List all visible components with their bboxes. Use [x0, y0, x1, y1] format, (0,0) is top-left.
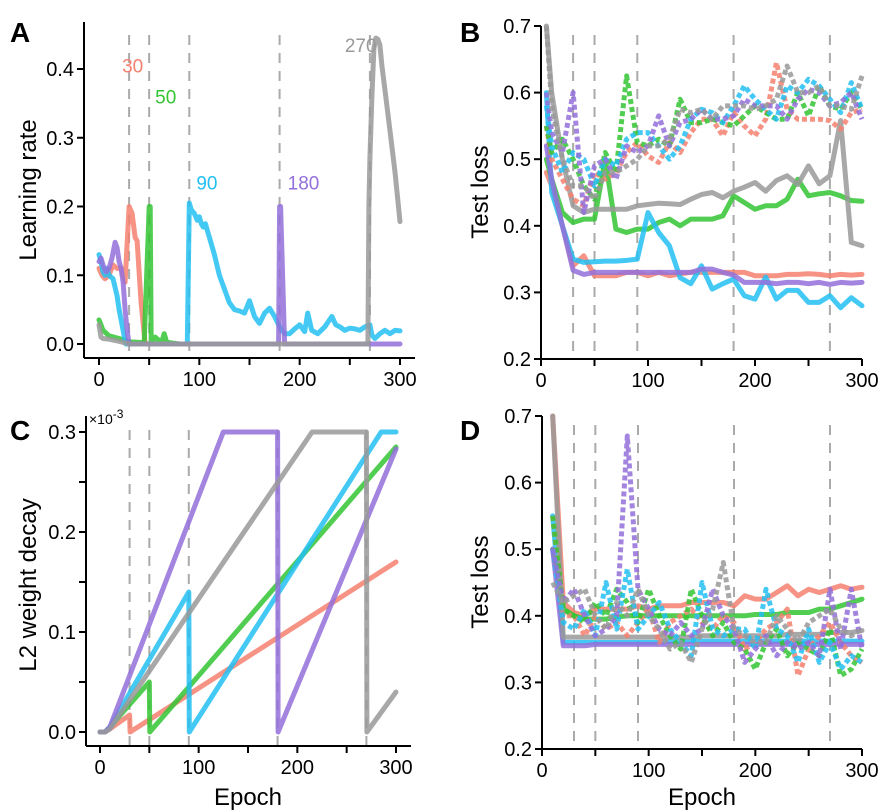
y-tick-label: 0.1	[48, 622, 76, 644]
x-tick-label: 200	[739, 760, 772, 782]
y-axis-title: Test loss	[467, 535, 494, 628]
y-tick-label: 0.7	[503, 16, 531, 38]
x-tick-label: 300	[379, 757, 412, 779]
annotation-270: 270	[345, 36, 377, 57]
series-group	[543, 23, 865, 311]
series-line-30	[97, 559, 399, 735]
series-line-270-solid	[543, 23, 865, 249]
x-tick-label: 0	[94, 757, 105, 779]
y-tick-label: 0.2	[46, 197, 74, 219]
panel-letter: D	[460, 415, 480, 446]
y-tick-label: 0.3	[46, 128, 74, 150]
series-line-180-solid	[543, 143, 865, 287]
y-tick-label: 0.3	[503, 282, 531, 304]
y-tick-label: 0.0	[46, 334, 74, 356]
y-tick-label: 0.6	[503, 83, 531, 105]
series-line-50-dotted	[550, 515, 865, 679]
y-axis-title: Test loss	[467, 145, 494, 238]
series-line-270-dotted	[550, 560, 864, 665]
series-line-50-dotted	[543, 73, 865, 202]
panel-a: A 0 100 200 300 0.0 0.1 0.2 0.3 0.4 Learning rate 3…	[10, 17, 417, 391]
x-tick-label: 0	[93, 369, 104, 391]
multiplier-exponent: -3	[113, 407, 124, 421]
series-line-90-dotted	[543, 76, 865, 189]
annotation-180: 180	[288, 173, 320, 194]
y-axis-multiplier: ×10-3	[89, 407, 124, 427]
x-tick-label: 300	[845, 370, 878, 392]
y-tick-label: 0.2	[504, 739, 532, 761]
panel-d: D 0 100 200 300 0.2 0.3 0.4 0.5 0.6 0.7 Test loss Ep…	[460, 406, 879, 811]
series-line-90-solid	[543, 90, 865, 311]
series-line-180-dotted	[543, 86, 865, 215]
series-line-50-solid	[543, 156, 865, 235]
series-line-270-solid	[550, 413, 865, 640]
series-line-270	[97, 429, 399, 735]
y-tick-label: 0.3	[48, 422, 76, 444]
y-axis-title: L2 weight decay	[15, 498, 42, 671]
x-tick-label: 100	[183, 369, 216, 391]
x-tick-label: 100	[632, 760, 665, 782]
y-tick-label: 0.5	[504, 539, 532, 561]
y-tick-label: 0.6	[504, 473, 532, 495]
y-tick-label: 0.5	[503, 149, 531, 171]
panel-letter: B	[460, 17, 480, 48]
series-line-30-solid	[543, 170, 865, 279]
y-tick-label: 0.4	[504, 606, 532, 628]
annotation-50: 50	[155, 87, 176, 108]
annotation-90: 90	[196, 173, 217, 194]
series-group	[550, 413, 865, 679]
series-line-270	[96, 35, 403, 347]
x-tick-label: 0	[535, 370, 546, 392]
panel-b: B 0 100 200 300 0.2 0.3 0.4 0.5 0.6 0.7 Test loss	[460, 16, 879, 392]
annotation-30: 30	[122, 56, 143, 77]
y-axis-title: Learning rate	[15, 119, 42, 260]
x-tick-label: 300	[383, 369, 416, 391]
x-tick-label: 200	[283, 369, 316, 391]
y-tick-label: 0.0	[48, 722, 76, 744]
x-tick-label: 300	[845, 760, 878, 782]
y-tick-label: 0.4	[503, 216, 531, 238]
y-tick-label: 0.4	[46, 59, 74, 81]
x-tick-label: 100	[631, 370, 664, 392]
series-group	[97, 429, 399, 735]
x-tick-label: 200	[738, 370, 771, 392]
y-tick-label: 0.2	[48, 522, 76, 544]
x-tick-label: 0	[536, 760, 547, 782]
series-line-270-dotted	[543, 25, 865, 202]
series-line-30-solid	[550, 413, 865, 619]
x-axis-title: Epoch	[214, 784, 282, 811]
series-line-180-dotted	[550, 433, 865, 665]
panel-letter: C	[10, 415, 30, 446]
panel-letter: A	[10, 17, 30, 48]
series-line-90	[96, 200, 403, 347]
y-tick-label: 0.3	[504, 672, 532, 694]
series-group	[96, 35, 403, 347]
x-tick-label: 100	[182, 757, 215, 779]
series-line-180	[96, 204, 403, 347]
panel-c: C 0 100 200 300 0.0 0.1 0.2 0.3 L2 weight decay Ep…	[10, 407, 413, 811]
y-tick-label: 0.7	[504, 406, 532, 428]
series-line-90-dotted	[550, 548, 864, 672]
multiplier-base: ×10	[89, 411, 113, 427]
x-axis-title: Epoch	[668, 784, 736, 811]
x-tick-label: 200	[281, 757, 314, 779]
y-tick-label: 0.2	[503, 349, 531, 371]
y-tick-label: 0.1	[46, 265, 74, 287]
